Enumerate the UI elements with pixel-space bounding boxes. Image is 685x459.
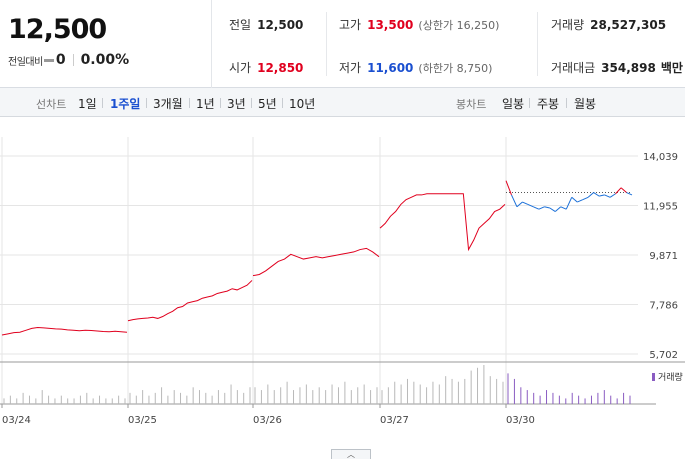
amount-label: 거래대금: [551, 61, 596, 75]
y-tick-label: 5,702: [649, 350, 678, 361]
volume-legend-icon: [652, 373, 655, 381]
high-label: 고가: [339, 18, 362, 32]
tab-5y[interactable]: 5년: [258, 97, 277, 111]
y-tick-label: 9,871: [649, 251, 678, 262]
toolbar-divider: [566, 98, 567, 108]
price-line-segment: [604, 194, 611, 198]
prev-value: 12,500: [257, 18, 304, 32]
price-chart: 14,039 11,955 9,871 7,786 5,702 거래량 03/24 03/25…: [0, 137, 685, 426]
column-divider: [326, 12, 327, 76]
tab-1y[interactable]: 1년: [196, 97, 215, 111]
price-line-segment: [560, 206, 567, 210]
price-line-segment: [554, 206, 562, 212]
volume-legend-label: 거래량: [658, 371, 683, 383]
toolbar-divider: [220, 98, 221, 108]
tab-3y[interactable]: 3년: [227, 97, 246, 111]
price-line: [127, 280, 253, 322]
x-tick-label: 03/25: [128, 415, 157, 426]
price-line-segment: [544, 206, 550, 209]
price-line-segment: [615, 187, 622, 195]
price-line-segment: [599, 194, 605, 197]
volume-value: 28,527,305: [590, 18, 667, 32]
price-line-segment: [522, 201, 529, 205]
stat-volume: 거래량 28,527,305: [551, 16, 666, 33]
price-line-segment: [571, 196, 578, 203]
upper-limit: (상한가 16,250): [418, 19, 500, 32]
stat-high: 고가 13,500 (상한가 16,250): [339, 16, 499, 33]
tab-10y[interactable]: 10년: [289, 97, 316, 111]
stat-low: 저가 11,600 (하한가 8,750): [339, 59, 492, 76]
amount-unit: 백만: [660, 61, 683, 75]
price-line-segment: [538, 206, 545, 210]
change-value: 0: [55, 52, 66, 68]
toolbar-divider: [102, 98, 103, 108]
price-line: [252, 247, 380, 277]
price-line-segment: [626, 192, 633, 196]
low-value: 11,600: [367, 61, 414, 75]
stat-open: 시가 12,850: [229, 59, 303, 76]
tab-3m[interactable]: 3개월: [153, 97, 183, 111]
price-line-segment: [516, 201, 523, 208]
tab-weekly[interactable]: 주봉: [537, 97, 560, 111]
x-tick-label: 03/24: [2, 415, 31, 426]
collapse-button[interactable]: ︿: [331, 449, 371, 459]
price-line-segment: [565, 197, 573, 210]
toolbar-divider: [146, 98, 147, 108]
y-tick-label: 7,786: [649, 301, 678, 312]
toolbar-divider: [189, 98, 190, 108]
toolbar-divider: [251, 98, 252, 108]
price-line-segment: [549, 207, 556, 212]
change-percent: 0.00%: [80, 52, 130, 68]
flat-icon: [43, 58, 54, 62]
y-tick-label: 11,955: [643, 202, 678, 213]
change-label: 전일대비: [8, 56, 43, 68]
volume-label: 거래량: [551, 18, 585, 32]
column-divider: [537, 12, 538, 76]
price-line: [1, 326, 128, 336]
tab-daily[interactable]: 일봉: [502, 97, 525, 111]
quote-summary: 12,500 전일대비 0 0.00% 전일 12,500 시가 12,850 …: [0, 0, 685, 88]
upper-limit-label: 상한가: [422, 19, 454, 32]
tab-1d[interactable]: 1일: [78, 97, 97, 111]
x-tick-label: 03/26: [253, 415, 282, 426]
price-line-segment: [533, 206, 540, 210]
x-tick-label: 03/27: [380, 415, 409, 426]
high-value: 13,500: [367, 18, 414, 32]
open-label: 시가: [229, 61, 252, 75]
y-tick-label: 14,039: [643, 152, 678, 163]
amount-value: 354,898: [601, 61, 656, 75]
line-chart-title: 선차트: [36, 98, 67, 111]
prev-label: 전일: [229, 18, 252, 32]
price-line-segment: [505, 180, 512, 196]
chart-toolbar: 선차트 1일 1주일 3개월 1년 3년 5년 10년 봉차트 일봉 주봉 월봉: [0, 88, 685, 117]
toolbar-divider: [282, 98, 283, 108]
price-line-segment: [593, 192, 600, 197]
tab-1w[interactable]: 1주일: [110, 97, 141, 111]
candle-chart-title: 봉차트: [456, 98, 487, 111]
price-line: [379, 193, 506, 252]
toolbar-divider: [529, 98, 530, 108]
stat-amount: 거래대금 354,898 백만: [551, 59, 683, 76]
price-line-segment: [620, 187, 627, 193]
price-line-segment: [609, 193, 616, 198]
lower-limit-label: 하한가: [422, 62, 454, 75]
open-value: 12,850: [257, 61, 304, 75]
x-tick-label: 03/30: [506, 415, 535, 426]
change-row: 전일대비 0 0.00%: [8, 52, 129, 68]
lower-limit: (하한가 8,750): [418, 62, 493, 75]
stat-prev: 전일 12,500: [229, 16, 303, 33]
price-line-segment: [577, 199, 583, 203]
upper-limit-value: 16,250: [456, 19, 496, 32]
change-divider: [72, 54, 74, 66]
price-line-segment: [587, 192, 594, 198]
current-price: 12,500: [8, 14, 107, 45]
price-line-segment: [582, 196, 589, 201]
chevron-up-icon: ︿: [347, 450, 355, 459]
low-label: 저가: [339, 61, 362, 75]
price-line-segment: [527, 203, 534, 208]
tab-monthly[interactable]: 월봉: [574, 97, 597, 111]
price-box: 12,500 전일대비 0 0.00%: [0, 0, 212, 88]
price-line-segment: [511, 194, 518, 208]
lower-limit-value: 8,750: [456, 62, 489, 75]
